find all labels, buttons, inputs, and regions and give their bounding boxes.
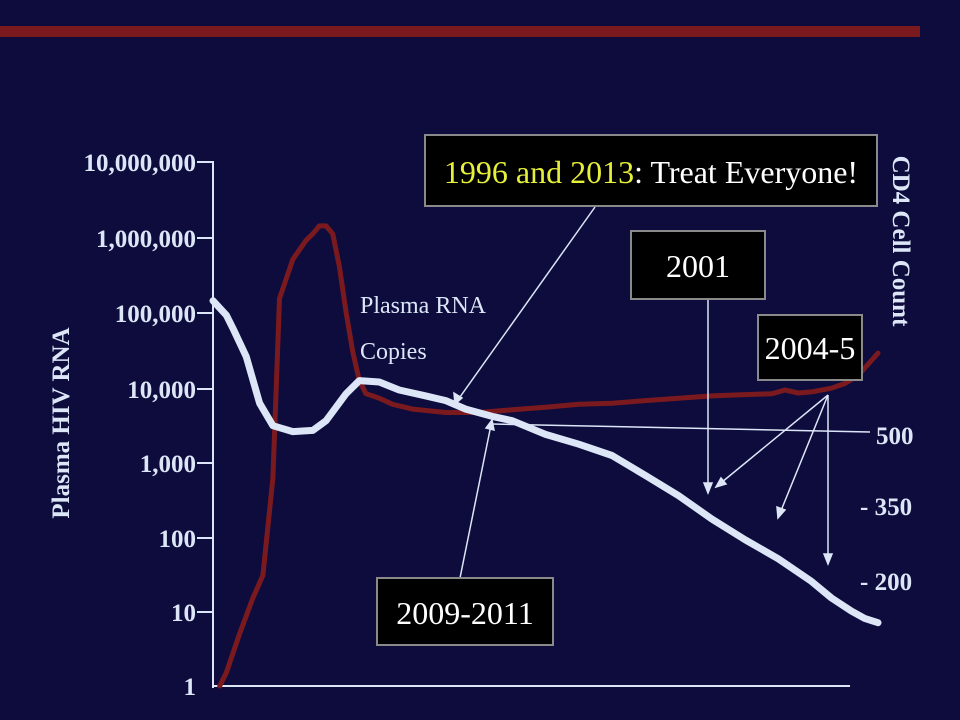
callout-box-2009-2011: 2009-2011	[376, 577, 554, 646]
title-accent-bar	[0, 26, 920, 37]
svg-text:1996 and 2013: Treat Everyone!: 1996 and 2013: Treat Everyone!	[444, 154, 858, 190]
right-tick-label: - 200	[860, 569, 912, 596]
y-tick-label: 1,000,000	[96, 226, 196, 253]
y-tick-label: 1	[184, 674, 197, 701]
callout-box-treat-everyone: 1996 and 2013: Treat Everyone!	[424, 134, 878, 207]
arrow-head	[484, 418, 495, 432]
y-tick-label: 100	[159, 526, 197, 553]
y-tick-label: 100,000	[115, 301, 196, 328]
callout-box-2001: 2001	[630, 230, 766, 300]
y-tick-label: 10,000,000	[84, 150, 197, 177]
y-tick-label: 1,000	[140, 451, 196, 478]
box-2004-label: 2004-5	[765, 330, 856, 366]
box-treat-everyone-label: : Treat Everyone!	[634, 154, 858, 190]
arrow-head	[714, 476, 728, 489]
series-label: Plasma RNA	[360, 293, 487, 319]
arrow-head	[822, 553, 834, 567]
callout-arrows	[453, 206, 871, 579]
arrow-head	[702, 482, 714, 496]
y-tick-label: 10	[171, 600, 196, 627]
right-tick-label: 500	[876, 423, 914, 450]
series-label: Copies	[360, 339, 427, 365]
arrow-line	[777, 394, 829, 519]
series-line-cd4	[209, 297, 882, 627]
right-tick-label: - 350	[860, 494, 912, 521]
arrow-line	[491, 423, 871, 433]
box-2009-label: 2009-2011	[396, 595, 533, 631]
box-2001-label: 2001	[666, 248, 730, 284]
arrow-line	[454, 206, 596, 405]
arrow-line	[715, 394, 829, 488]
left-axis-title: Plasma HIV RNA	[48, 327, 75, 518]
callout-box-2004-5: 2004-5	[757, 314, 863, 381]
series-line-rna	[217, 223, 881, 689]
arrow-line	[459, 419, 493, 579]
box-highlight-years: 1996 and 2013	[444, 154, 634, 190]
arrow-head	[776, 505, 787, 520]
right-axis-title: CD4 Cell Count	[887, 156, 914, 328]
y-tick-label: 10,000	[127, 377, 196, 404]
arrow-head	[453, 391, 464, 406]
